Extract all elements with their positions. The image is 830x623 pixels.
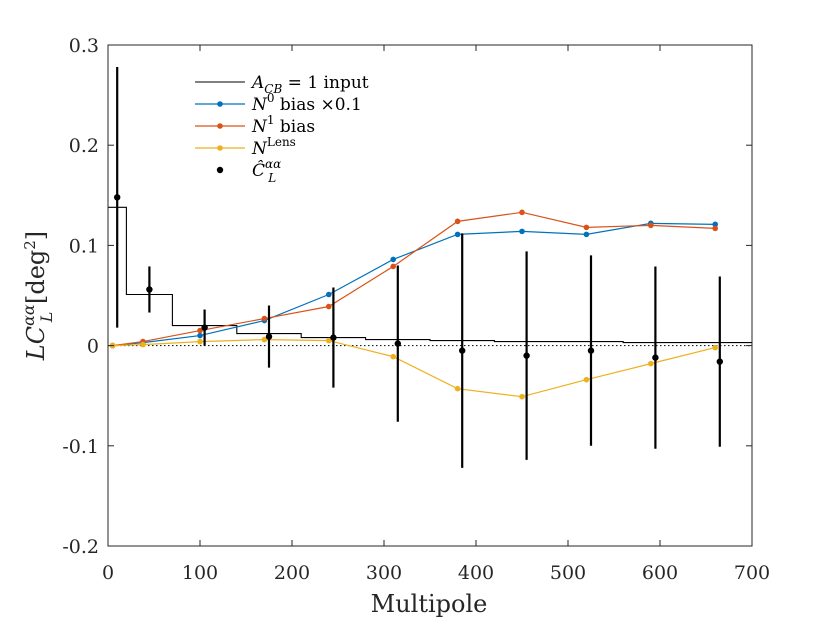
legend-label-base: A xyxy=(250,73,264,93)
nlens-point xyxy=(261,336,268,343)
data-point xyxy=(459,347,466,354)
legend-label-sup: αα xyxy=(265,157,281,171)
legend-marker-nlens xyxy=(217,145,223,151)
nlens-point xyxy=(140,341,146,348)
legend-label-sub: L xyxy=(267,171,276,185)
n1-point xyxy=(197,327,203,334)
data-point xyxy=(114,194,121,201)
y-title-base: LC xyxy=(22,326,50,361)
x-tick-label: 100 xyxy=(182,562,218,584)
data-point xyxy=(201,324,208,331)
x-tick-label: 0 xyxy=(102,562,114,584)
y-tick-label: 0.1 xyxy=(69,235,99,257)
y-tick-label: 0 xyxy=(87,336,99,358)
data-point xyxy=(716,358,723,365)
legend-label-suffix: bias ×0.1 xyxy=(275,95,362,115)
y-title-unit-sup: 2 xyxy=(21,240,39,250)
nlens-point xyxy=(583,376,590,383)
n0-point xyxy=(519,228,525,235)
data-point xyxy=(587,347,595,354)
plot-area xyxy=(107,44,753,547)
legend-label-data: Ĉαα L xyxy=(252,157,281,185)
legend-label-nlens: NLens xyxy=(251,135,296,159)
n1-point xyxy=(261,315,268,322)
x-tick-label: 700 xyxy=(734,562,770,584)
nlens-point xyxy=(648,360,654,367)
n1-point xyxy=(326,303,332,310)
n0-point xyxy=(712,221,718,228)
n0-point xyxy=(326,291,332,298)
legend-label-sub: CB xyxy=(264,82,282,96)
nlens-point xyxy=(390,353,397,360)
x-tick-label: 600 xyxy=(642,562,678,584)
x-axis-title: Multipole xyxy=(371,590,488,618)
y-axis: -0.2 -0.1 0 0.1 0.2 0.3 xyxy=(62,35,752,558)
n0-point xyxy=(583,231,590,238)
x-tick-label: 500 xyxy=(550,562,586,584)
n0-point xyxy=(197,332,203,339)
y-title-unit: [deg xyxy=(22,250,50,312)
y-axis-title: LCααL [deg2] xyxy=(19,231,56,361)
n1-point xyxy=(583,224,590,231)
n0-point xyxy=(390,256,397,263)
legend-marker-n0 xyxy=(217,101,223,107)
legend-label-base: N xyxy=(251,117,268,137)
y-title-sup: αα xyxy=(19,304,38,326)
legend-label-base: Ĉ xyxy=(252,160,265,181)
data-point xyxy=(265,333,273,340)
legend-label-sup: 0 xyxy=(267,91,275,105)
legend-marker-data xyxy=(216,166,224,174)
legend-marker-n1 xyxy=(217,123,223,129)
y-tick-label: -0.1 xyxy=(62,436,99,458)
legend-label-suffix: = 1 input xyxy=(282,73,368,93)
data-point xyxy=(523,352,530,359)
legend-label-n1: N1 bias xyxy=(251,113,315,137)
y-title-unit-close: ] xyxy=(22,231,50,240)
legend-label-input: ACB = 1 input xyxy=(250,73,369,96)
y-tick-label: 0.3 xyxy=(69,35,99,57)
x-tick-label: 200 xyxy=(274,562,310,584)
legend-label-suffix: bias xyxy=(275,117,316,137)
nlens-point xyxy=(326,337,332,344)
nlens-point xyxy=(454,385,461,392)
data-point xyxy=(330,334,337,341)
data-point xyxy=(146,286,153,293)
legend-label-sup: 1 xyxy=(267,113,275,127)
input-step-line xyxy=(108,206,752,344)
n1-point xyxy=(454,218,461,225)
y-tick-label: -0.2 xyxy=(62,536,99,558)
n1-point xyxy=(648,222,654,229)
data-point xyxy=(652,354,659,361)
x-tick-label: 300 xyxy=(366,562,402,584)
legend-label-base: N xyxy=(251,95,268,115)
axes-box xyxy=(107,44,753,547)
y-title-sub: L xyxy=(37,312,56,324)
n1-point xyxy=(390,263,397,270)
n0-point xyxy=(454,231,461,238)
nlens-point xyxy=(712,344,718,351)
legend-label-base: N xyxy=(251,139,268,159)
n1-point xyxy=(519,209,525,216)
legend-label-n0: N0 bias ×0.1 xyxy=(251,91,362,115)
nlens-point xyxy=(519,393,525,400)
data-point xyxy=(394,340,401,347)
y-tick-label: 0.2 xyxy=(69,135,99,157)
y-axis-title-text: LCααL [deg2] xyxy=(19,231,56,361)
legend-label-sup: Lens xyxy=(267,135,296,149)
nlens-point xyxy=(197,338,203,345)
x-axis: 0 100 200 300 400 500 600 700 xyxy=(102,45,770,584)
x-tick-label: 400 xyxy=(458,562,494,584)
n1-point xyxy=(712,225,718,232)
nlens-series-line xyxy=(112,338,716,398)
